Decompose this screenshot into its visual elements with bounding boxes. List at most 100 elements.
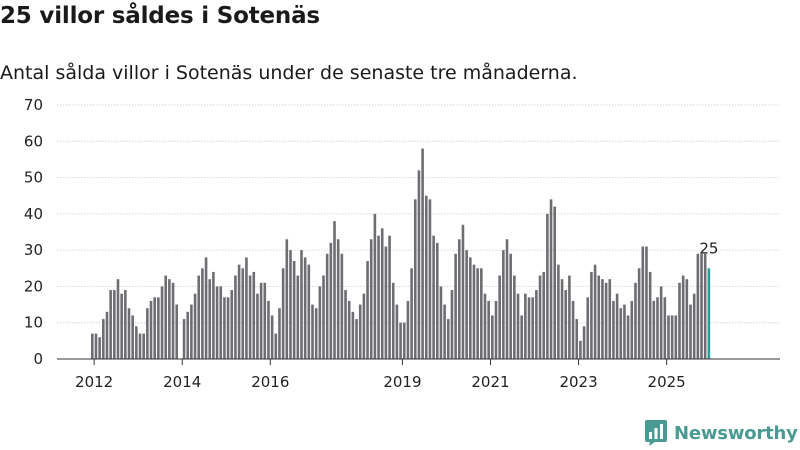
bar [226,297,230,359]
bar [424,195,428,359]
bar [586,297,590,359]
bar [344,290,347,359]
bar [590,271,593,359]
bar [186,311,190,359]
bar [546,213,549,359]
bar [659,286,663,359]
bar [446,319,450,359]
bar [307,264,311,359]
x-tick-label: 2016 [251,373,289,391]
bar [461,224,465,359]
bar [575,319,579,359]
bar [314,308,318,359]
bar [626,315,630,359]
bar [380,228,384,359]
chart-subtitle: Antal sålda villor i Sotenäs under de se… [0,62,578,84]
bar [358,304,362,359]
bar [263,282,267,359]
bar [102,319,105,359]
bar [542,271,546,359]
bar [241,268,245,359]
bar [498,275,501,359]
bar [131,315,134,359]
bar [608,279,612,359]
y-tick-label: 70 [24,96,43,114]
bar [98,337,101,359]
bar [160,286,164,359]
bar [601,279,604,359]
bar-chart-logo-icon [645,420,667,446]
y-tick-label: 60 [24,132,43,150]
bar [219,286,223,359]
bar [593,264,597,359]
bar [564,290,568,359]
bar [333,221,336,359]
bar [402,322,406,359]
y-tick-label: 20 [24,277,43,295]
bar [153,297,156,359]
bar [678,282,681,359]
bar-highlighted [707,268,711,359]
bar [571,300,575,359]
bar [513,275,516,359]
y-tick-label: 30 [24,241,43,259]
bar [149,300,153,359]
bar [127,308,131,359]
bar [91,333,94,359]
x-axis: 2012 2014 2016 2019 2021 2023 2025 [57,358,780,391]
chart-title: 25 villor såldes i Sotenäs [0,3,320,29]
bar [509,253,512,359]
bar [612,300,615,359]
bar [681,275,685,359]
bar [193,293,197,359]
bar [652,300,656,359]
bar [623,304,626,359]
bar [256,293,259,359]
bar [322,275,325,359]
bar [395,304,399,359]
bar [413,199,417,359]
bar [94,333,98,359]
bar [138,333,142,359]
y-axis: 0 10 20 30 40 50 60 70 [24,96,43,368]
bar [248,275,252,359]
bar [355,319,358,359]
bar [245,257,248,359]
bar [487,300,490,359]
bar [362,293,366,359]
x-tick-label: 2025 [648,373,686,391]
bar [502,250,505,359]
bar [237,264,241,359]
y-tick-label: 10 [24,314,43,332]
bar [329,242,333,359]
bar [439,286,443,359]
x-tick-label: 2021 [471,373,509,391]
bar [168,279,171,359]
bar [369,239,373,359]
bar [524,293,527,359]
bar [182,319,186,359]
bar [197,275,201,359]
bar [476,268,479,359]
bar [230,290,234,359]
bar [384,246,388,359]
bar [208,279,212,359]
bar [450,290,454,359]
bar [579,340,582,359]
last-value-label: 25 [699,239,718,257]
y-tick-label: 0 [33,350,43,368]
bar [597,275,601,359]
bar [637,268,641,359]
bar [223,297,226,359]
bar [303,257,307,359]
bar [146,308,149,359]
bar [535,290,538,359]
bar [615,293,619,359]
bar [259,282,263,359]
bar [336,239,340,359]
bar [469,257,472,359]
bar [351,311,355,359]
bar [674,315,678,359]
bar [190,304,193,359]
bar [281,268,285,359]
